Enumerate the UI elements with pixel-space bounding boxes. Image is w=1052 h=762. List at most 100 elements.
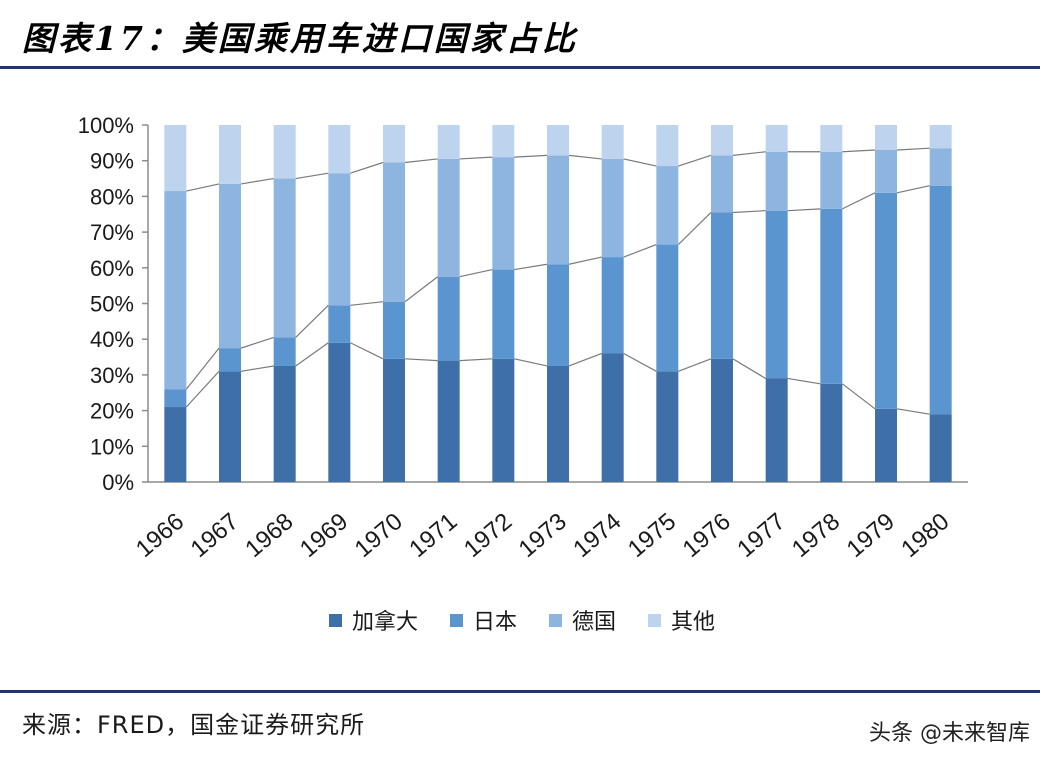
bar-segment — [437, 276, 460, 361]
bar-segment — [219, 348, 241, 372]
legend-item-germany: 德国 — [549, 604, 616, 636]
x-tick-label: 1978 — [787, 508, 845, 563]
bar-segment — [765, 210, 788, 379]
bar-segment — [328, 125, 351, 174]
bar-segment — [219, 125, 241, 184]
bar-segment — [383, 358, 405, 482]
legend-label-japan: 日本 — [473, 610, 518, 635]
bar-segment — [656, 371, 679, 482]
x-tick-label: 1974 — [568, 508, 626, 563]
series-connector-line — [459, 156, 493, 160]
series-connector-line — [896, 408, 930, 415]
bar-segment — [929, 125, 952, 149]
bar-segment — [765, 151, 788, 211]
bar-segment — [601, 125, 624, 159]
bar-segment — [711, 155, 733, 213]
bar-segment — [164, 389, 187, 408]
x-tick-label: 1980 — [896, 508, 954, 563]
bar-segment — [820, 208, 843, 384]
y-tick-label: 0% — [102, 470, 134, 495]
legend-label-canada: 加拿大 — [352, 610, 419, 635]
series-connector-line — [841, 383, 876, 410]
x-tick-label: 1968 — [240, 508, 298, 563]
bar-segment — [820, 151, 843, 209]
bar-segment — [437, 360, 460, 482]
bar-segment — [492, 125, 515, 158]
y-tick-label: 20% — [90, 399, 134, 424]
bar-segment — [492, 269, 515, 359]
chart-title: 图表17：美国乘用车进口国家占比 — [22, 19, 578, 58]
series-connector-line — [350, 161, 384, 174]
bar-segment — [164, 125, 187, 192]
bar-segment — [383, 125, 405, 163]
legend-item-japan: 日本 — [450, 604, 517, 636]
bar-segment — [547, 125, 569, 156]
legend-label-germany: 德国 — [572, 610, 617, 635]
series-connector-line — [185, 370, 220, 408]
bar-segment — [820, 383, 843, 482]
bar-segment — [875, 192, 897, 409]
x-tick-label: 1969 — [295, 508, 353, 563]
bar-segment — [492, 358, 515, 482]
x-tick-label: 1975 — [623, 508, 681, 563]
legend-swatch-canada — [329, 613, 342, 627]
bar-segment — [765, 378, 788, 482]
series-connector-line — [568, 256, 602, 265]
legend-item-other: 其他 — [648, 604, 715, 636]
series-connector-line — [350, 342, 384, 360]
y-tick-label: 80% — [90, 184, 134, 209]
series-connector-line — [623, 244, 657, 258]
series-connector-line — [842, 192, 876, 210]
series-connector-line — [514, 263, 548, 271]
header-divider — [0, 66, 1040, 69]
bar-segment — [929, 148, 952, 186]
bar-segment — [164, 191, 187, 390]
series-connector-line — [240, 365, 274, 372]
bar-segment — [765, 125, 788, 152]
series-connector-line — [568, 352, 602, 367]
source-note: 来源：FRED，国金证券研究所 — [22, 711, 366, 739]
x-tick-label: 1977 — [732, 508, 790, 563]
bar-segment — [328, 173, 351, 306]
bar-segment — [711, 125, 733, 156]
y-tick-label: 40% — [90, 327, 134, 352]
series-connector-line — [896, 147, 930, 151]
series-connector-line — [732, 210, 766, 214]
bar-segment — [273, 178, 296, 338]
bar-segment — [711, 212, 733, 359]
bar-segment — [437, 158, 460, 277]
y-tick-label: 90% — [90, 149, 134, 174]
bar-segment — [547, 365, 569, 482]
bar-segment — [875, 408, 897, 482]
bar-segment — [656, 166, 679, 245]
series-connector-line — [787, 377, 821, 385]
bar-segment — [492, 157, 515, 270]
series-connector-line — [404, 276, 439, 303]
series-connector-line — [514, 358, 548, 367]
bar-segment — [273, 125, 296, 179]
series-connector-line — [295, 342, 329, 367]
y-tick-label: 10% — [90, 434, 134, 459]
x-tick-label: 1972 — [459, 508, 517, 563]
series-connector-line — [678, 358, 712, 372]
series-connector-line — [568, 154, 602, 160]
series-connector-line — [896, 185, 930, 194]
bar-segment — [601, 158, 624, 258]
stacked-bar-chart: 0%10%20%30%40%50%60%70%80%90%100%1966196… — [78, 113, 968, 563]
series-connector-line — [514, 154, 548, 158]
bar-segment — [547, 155, 569, 265]
x-tick-label: 1967 — [186, 508, 244, 563]
bar-segment — [328, 342, 351, 482]
series-connector-line — [186, 183, 220, 192]
x-tick-label: 1976 — [678, 508, 736, 563]
x-tick-label: 1970 — [350, 508, 408, 563]
bar-segment — [875, 149, 897, 193]
legend-swatch-other — [648, 613, 662, 627]
legend-swatch-germany — [549, 613, 563, 627]
legend-label-other: 其他 — [671, 610, 716, 635]
series-connector-line — [623, 352, 657, 372]
bar-segment — [547, 264, 569, 366]
bar-segment — [820, 125, 843, 152]
series-connector-line — [623, 158, 657, 167]
x-tick-label: 1966 — [131, 508, 189, 563]
